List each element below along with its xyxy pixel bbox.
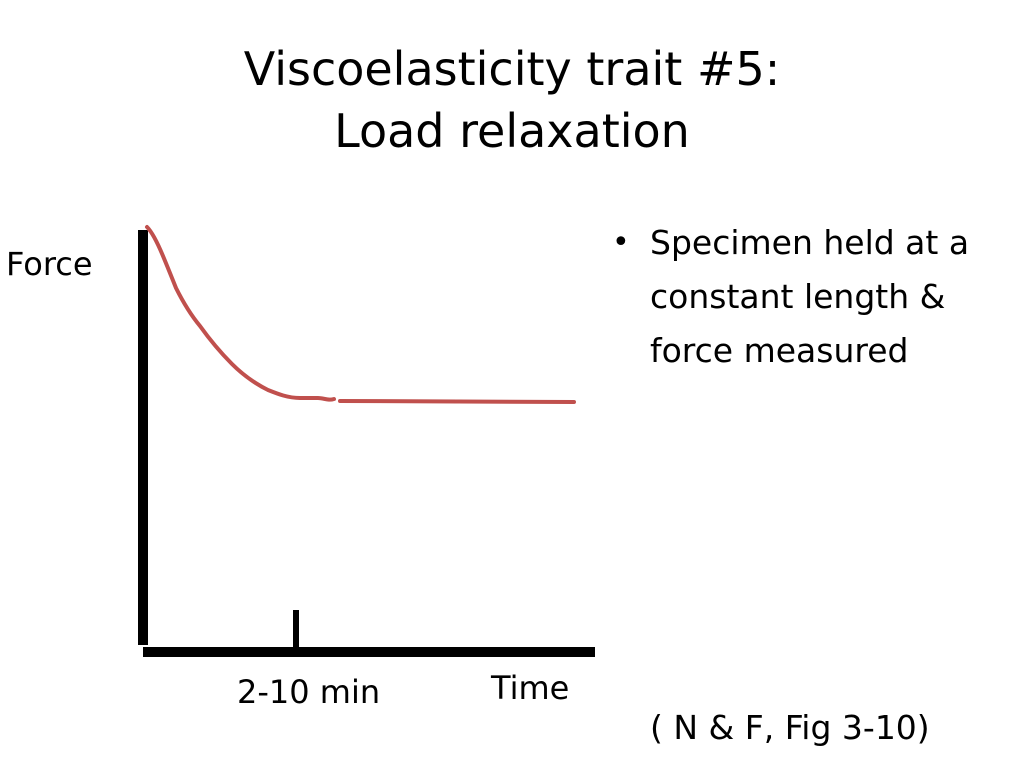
bullet-item: • Specimen held at a constant length & f… xyxy=(612,216,1012,378)
slide-title: Viscoelasticity trait #5: Load relaxatio… xyxy=(112,38,912,162)
slide-title-line-2: Load relaxation xyxy=(334,104,690,158)
relaxation-curve-plateau xyxy=(338,399,576,404)
bullet-icon: • xyxy=(612,225,630,260)
tick-label: 2-10 min xyxy=(237,673,381,711)
bullet-list: • Specimen held at a constant length & f… xyxy=(612,216,1012,378)
bullet-text: Specimen held at a constant length & for… xyxy=(650,223,970,370)
relaxation-curve-segment xyxy=(145,225,336,402)
x-axis-label: Time xyxy=(491,669,570,707)
citation: ( N & F, Fig 3-10) xyxy=(650,708,930,747)
y-axis-label: Force xyxy=(6,245,93,283)
slide-title-line-1: Viscoelasticity trait #5: xyxy=(243,42,781,96)
